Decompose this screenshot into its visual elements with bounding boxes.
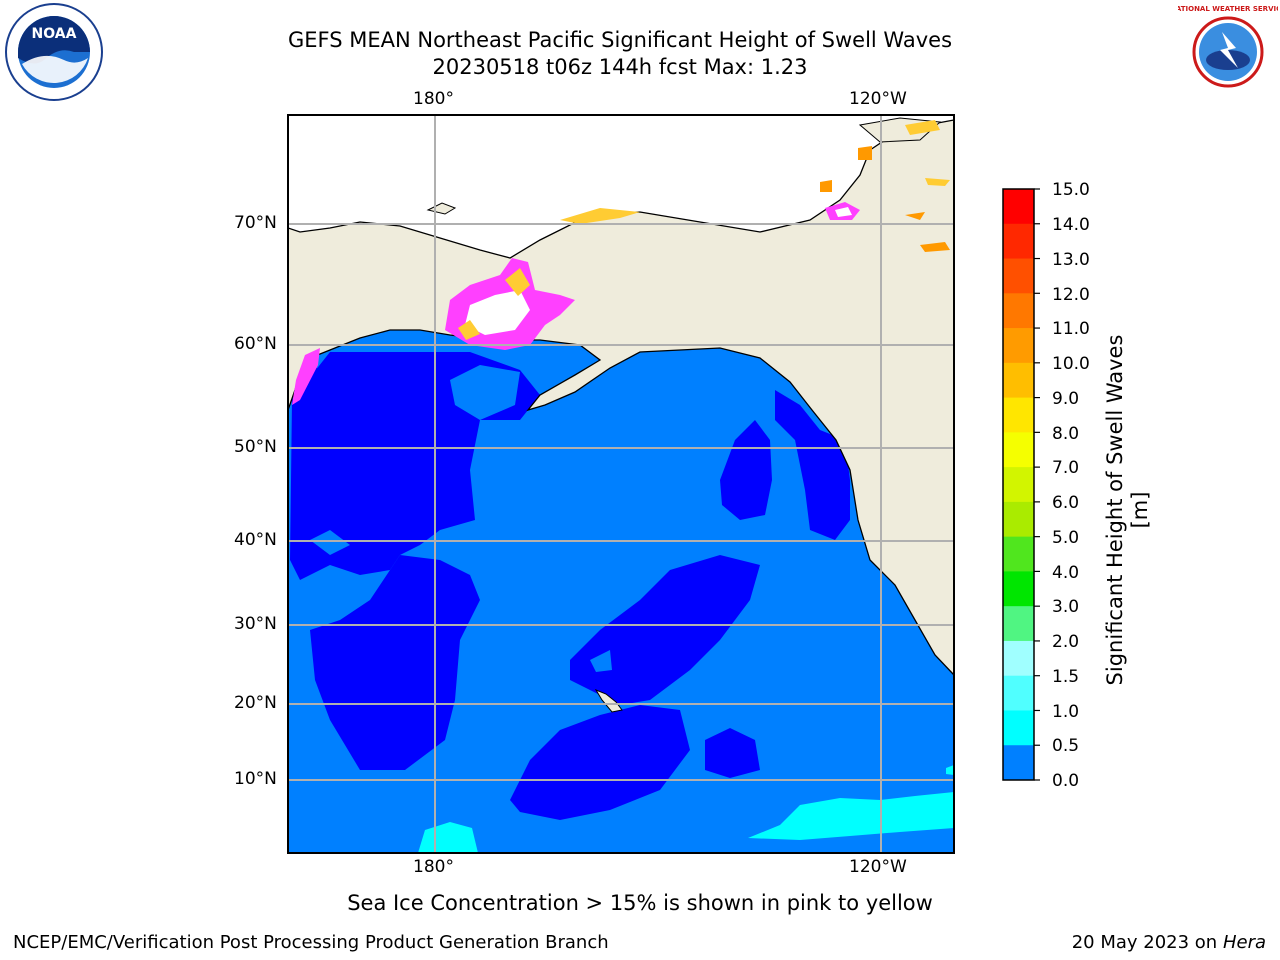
colorbar-segment: [1003, 571, 1034, 607]
sea-ice-caption: Sea Ice Concentration > 15% is shown in …: [347, 891, 933, 915]
lat-label-50n: 50°N: [234, 437, 277, 457]
colorbar-segment: [1003, 189, 1034, 225]
swell-mid-patches: [310, 365, 612, 672]
colorbar-segment: [1003, 223, 1034, 260]
nws-logo: NATIONAL WEATHER SERVICE: [1170, 2, 1280, 102]
colorbar-tick-label: 15.0: [1052, 180, 1090, 200]
colorbar-segment: [1003, 258, 1034, 294]
noaa-logo-text: NOAA: [32, 26, 77, 42]
colorbar-tick-label: 3.0: [1052, 597, 1080, 617]
chart-title: GEFS MEAN Northeast Pacific Significant …: [287, 28, 953, 52]
colorbar-tick-label: 2.0: [1052, 632, 1080, 652]
colorbar-tick-label: 0.0: [1052, 771, 1080, 791]
noaa-logo: NOAA: [4, 2, 104, 102]
land-mass: [288, 115, 954, 676]
colorbar-segment: [1003, 710, 1034, 746]
colorbar-segment: [1003, 675, 1034, 711]
colorbar-tick-label: 0.5: [1052, 736, 1080, 756]
nws-logo-text: NATIONAL WEATHER SERVICE: [1178, 5, 1278, 13]
hawaii-islands: [594, 688, 623, 713]
footer-date: 20 May 2023 on Hera: [1072, 932, 1266, 953]
colorbar-segment: [1003, 501, 1034, 538]
colorbar-tick-label: 12.0: [1052, 285, 1090, 305]
colorbar-label: Significant Height of Swell Waves [m]: [1103, 334, 1152, 686]
lon-label-top-180: 180°: [413, 89, 454, 109]
colorbar-tick-label: 4.0: [1052, 563, 1080, 583]
swell-high-regions: [418, 765, 954, 853]
colorbar-tick-label: 6.0: [1052, 493, 1080, 513]
lat-label-60n: 60°N: [234, 334, 277, 354]
colorbar-segment: [1003, 328, 1034, 364]
lat-label-40n: 40°N: [234, 530, 277, 550]
colorbar-segment: [1003, 606, 1034, 642]
graticule: [288, 115, 954, 853]
lat-label-30n: 30°N: [234, 614, 277, 634]
colorbar-segment: [1003, 745, 1034, 781]
colorbar-segment: [1003, 293, 1034, 329]
colorbar: [1003, 189, 1034, 781]
colorbar-tick-label: 13.0: [1052, 250, 1090, 270]
colorbar-tick-label: 7.0: [1052, 458, 1080, 478]
chart-subtitle: 20230518 t06z 144h fcst Max: 1.23: [432, 55, 808, 79]
lat-label-70n: 70°N: [234, 213, 277, 233]
lon-label-bottom-180: 180°: [413, 857, 454, 877]
colorbar-frame: [1002, 188, 1035, 781]
colorbar-tick-label: 14.0: [1052, 215, 1090, 235]
colorbar-tick-label: 5.0: [1052, 528, 1080, 548]
colorbar-tick-label: 10.0: [1052, 354, 1090, 374]
colorbar-segment: [1003, 536, 1034, 572]
colorbar-segment: [1003, 432, 1034, 468]
colorbar-tick-label: 9.0: [1052, 389, 1080, 409]
lon-label-bottom-120w: 120°W: [849, 857, 907, 877]
colorbar-tick-label: 8.0: [1052, 424, 1080, 444]
colorbar-tick-label: 1.0: [1052, 702, 1080, 722]
lat-label-10n: 10°N: [234, 769, 277, 789]
swell-low-regions: [290, 352, 850, 820]
footer-credit: NCEP/EMC/Verification Post Processing Pr…: [13, 932, 609, 953]
colorbar-tick-label: 1.5: [1052, 667, 1080, 687]
footer-date-text: 20 May 2023 on: [1071, 932, 1218, 953]
footer-host: Hera: [1222, 932, 1266, 953]
colorbar-tick-label: 11.0: [1052, 319, 1090, 339]
colorbar-segment: [1003, 362, 1034, 399]
sea-ice-regions: [292, 120, 950, 405]
lon-label-top-120w: 120°W: [849, 89, 907, 109]
lat-label-20n: 20°N: [234, 693, 277, 713]
colorbar-segment: [1003, 640, 1034, 677]
map-frame: [287, 114, 955, 854]
colorbar-segment: [1003, 397, 1034, 433]
colorbar-segment: [1003, 467, 1034, 503]
